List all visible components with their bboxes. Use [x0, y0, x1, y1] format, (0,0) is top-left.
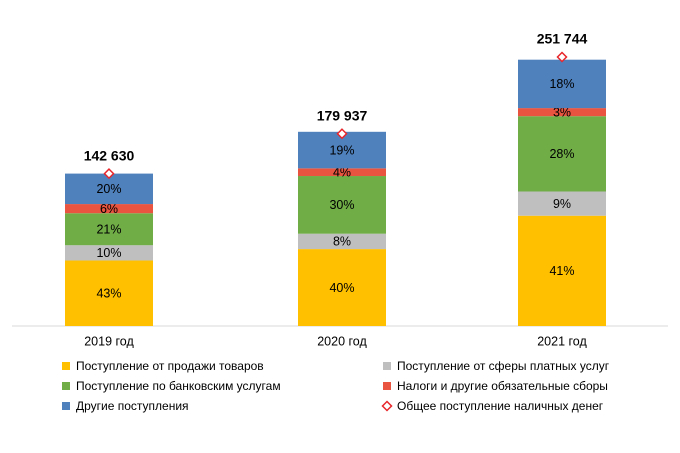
data-label: 28%: [549, 147, 574, 161]
legend-swatch: [62, 402, 70, 410]
bar-segment: [298, 168, 386, 177]
bar-segment: [65, 213, 153, 246]
data-label: 3%: [553, 105, 571, 119]
legend-label: Поступление по банковским услугам: [76, 379, 281, 393]
legend-label: Другие поступления: [76, 399, 189, 413]
legend-swatch: [62, 362, 70, 370]
total-marker: [336, 128, 348, 140]
bar-segment: [518, 108, 606, 117]
bar-segment: [298, 233, 386, 250]
legend-label: Налоги и другие обязательные сборы: [397, 379, 608, 393]
data-label: 40%: [329, 281, 354, 295]
data-label: 9%: [553, 197, 571, 211]
total-label: 142 630: [84, 147, 135, 163]
data-label: 8%: [333, 235, 351, 249]
data-label: 10%: [96, 246, 121, 260]
bar-segment: [518, 191, 606, 216]
bar-segment: [518, 116, 606, 192]
data-label: 19%: [329, 143, 354, 157]
data-label: 43%: [96, 287, 121, 301]
legend-label: Поступление от сферы платных услуг: [397, 359, 610, 373]
bar-segment: [65, 245, 153, 261]
x-tick-label: 2019 год: [84, 334, 134, 348]
data-label: 21%: [96, 223, 121, 237]
bar-segment: [298, 249, 386, 326]
data-label: 18%: [549, 77, 574, 91]
x-tick-label: 2020 год: [317, 334, 367, 348]
legend-label: Общее поступление наличных денег: [397, 399, 604, 413]
x-tick-label: 2021 год: [537, 334, 587, 348]
legend-swatch: [381, 400, 393, 412]
legend-swatch: [383, 362, 391, 370]
data-label: 4%: [333, 165, 351, 179]
bar-segment: [65, 260, 153, 326]
bar-segment: [518, 59, 606, 109]
data-label: 30%: [329, 198, 354, 212]
legend-label: Поступление от продажи товаров: [76, 359, 264, 373]
legend-swatch: [62, 382, 70, 390]
bar-segment: [65, 204, 153, 214]
bar-segment: [298, 176, 386, 234]
total-marker: [556, 51, 568, 63]
data-label: 41%: [549, 264, 574, 278]
data-label: 6%: [100, 202, 118, 216]
total-marker: [103, 168, 115, 180]
total-label: 179 937: [317, 107, 368, 123]
data-label: 20%: [96, 182, 121, 196]
legend-swatch: [383, 382, 391, 390]
total-label: 251 744: [537, 31, 588, 47]
bar-segment: [518, 215, 606, 326]
